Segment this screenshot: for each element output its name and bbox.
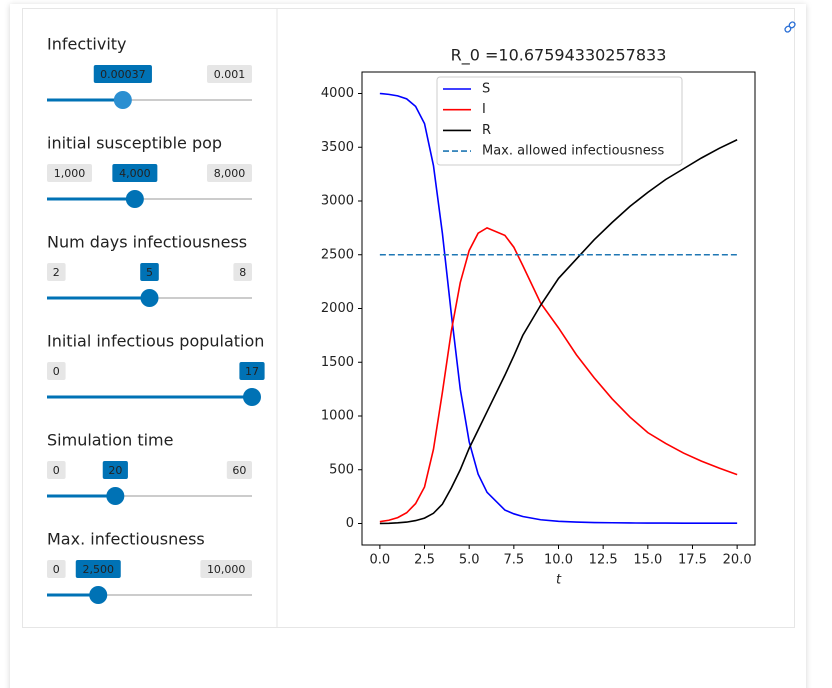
min-badge: [47, 362, 66, 380]
slider-label: Initial infectious population: [47, 332, 264, 351]
value-badge: [93, 65, 152, 83]
y-tick-label: 500: [329, 462, 354, 477]
min-badge-text: 0: [53, 464, 60, 477]
max-badge-text: 8: [239, 266, 246, 279]
y-tick-label: 3500: [321, 140, 354, 155]
value-badge: [112, 164, 158, 182]
slider-label: Max. infectiousness: [47, 530, 205, 549]
max-badge: [233, 263, 252, 281]
legend-label: S: [482, 82, 490, 97]
max-badge: [207, 65, 252, 83]
slider-handle[interactable]: [140, 289, 159, 307]
min-badge: [47, 164, 92, 182]
x-tick-label: 5.0: [459, 553, 480, 568]
x-tick-label: 20.0: [723, 553, 752, 568]
x-tick-label: 0.0: [370, 553, 391, 568]
y-tick-label: 0: [346, 516, 354, 531]
slider-label: Num days infectiousness: [47, 233, 247, 252]
legend-label: R: [482, 123, 491, 138]
value-badge-text: 20: [108, 464, 122, 477]
legend-label: I: [482, 102, 486, 117]
legend-box: [436, 76, 683, 166]
link-icon[interactable]: [784, 21, 796, 33]
max-badge-text: 0.001: [214, 68, 246, 81]
legend-label: Max. allowed infectiousness: [482, 144, 665, 159]
value-badge: [239, 362, 265, 380]
y-tick-label: 3000: [321, 194, 354, 209]
x-tick-label: 2.5: [414, 553, 435, 568]
x-tick-label: 12.5: [589, 553, 618, 568]
slider-handle[interactable]: [106, 487, 125, 505]
value-badge-text: 17: [245, 365, 259, 378]
slider-handle[interactable]: [89, 586, 108, 604]
max-badge-text: 60: [232, 464, 246, 477]
value-badge: [140, 263, 159, 281]
slider-label: Infectivity: [47, 35, 127, 54]
max-badge: [207, 164, 252, 182]
series-line: [379, 226, 738, 523]
slider-label: initial susceptible pop: [47, 134, 222, 153]
min-badge: [47, 263, 66, 281]
value-badge-text: 2,500: [83, 563, 115, 576]
max-badge-text: 8,000: [214, 167, 246, 180]
max-badge: [200, 560, 252, 578]
y-tick-label: 4000: [321, 86, 354, 101]
min-badge-text: 1,000: [54, 167, 86, 180]
axes-frame: [361, 71, 756, 546]
y-tick-label: 1500: [321, 355, 354, 370]
value-badge-text: 4,000: [119, 167, 151, 180]
slider-handle[interactable]: [125, 190, 144, 208]
value-badge-text: 0.00037: [100, 68, 146, 81]
min-badge-text: 0: [53, 563, 60, 576]
value-badge: [102, 461, 128, 479]
min-badge: [47, 461, 66, 479]
x-axis-label: t: [556, 573, 562, 588]
min-badge: [47, 560, 66, 578]
slider-handle[interactable]: [113, 91, 132, 109]
x-tick-label: 10.0: [544, 553, 573, 568]
chart-title: R_0 =10.67594330257833: [451, 46, 667, 66]
value-badge-text: 5: [146, 266, 153, 279]
y-tick-label: 2500: [321, 247, 354, 262]
x-tick-label: 17.5: [678, 553, 707, 568]
slider-label: Simulation time: [47, 431, 173, 450]
series-line: [379, 139, 738, 525]
x-tick-label: 15.0: [633, 553, 662, 568]
plot: R_0 =10.67594330257833 0 500 1000 1500 2000 25…: [321, 46, 756, 588]
controls: Infectivity 0.001 0.00037 initial susceptib…: [47, 35, 265, 604]
max-badge: [226, 461, 252, 479]
value-badge: [75, 560, 121, 578]
min-badge-text: 0: [53, 365, 60, 378]
min-badge-text: 2: [53, 266, 60, 279]
x-tick-label: 7.5: [503, 553, 524, 568]
y-tick-label: 1000: [321, 409, 354, 424]
slider-handle[interactable]: [243, 388, 261, 406]
y-tick-label: 2000: [321, 301, 354, 316]
series-line: [379, 92, 738, 524]
max-badge-text: 10,000: [207, 563, 246, 576]
